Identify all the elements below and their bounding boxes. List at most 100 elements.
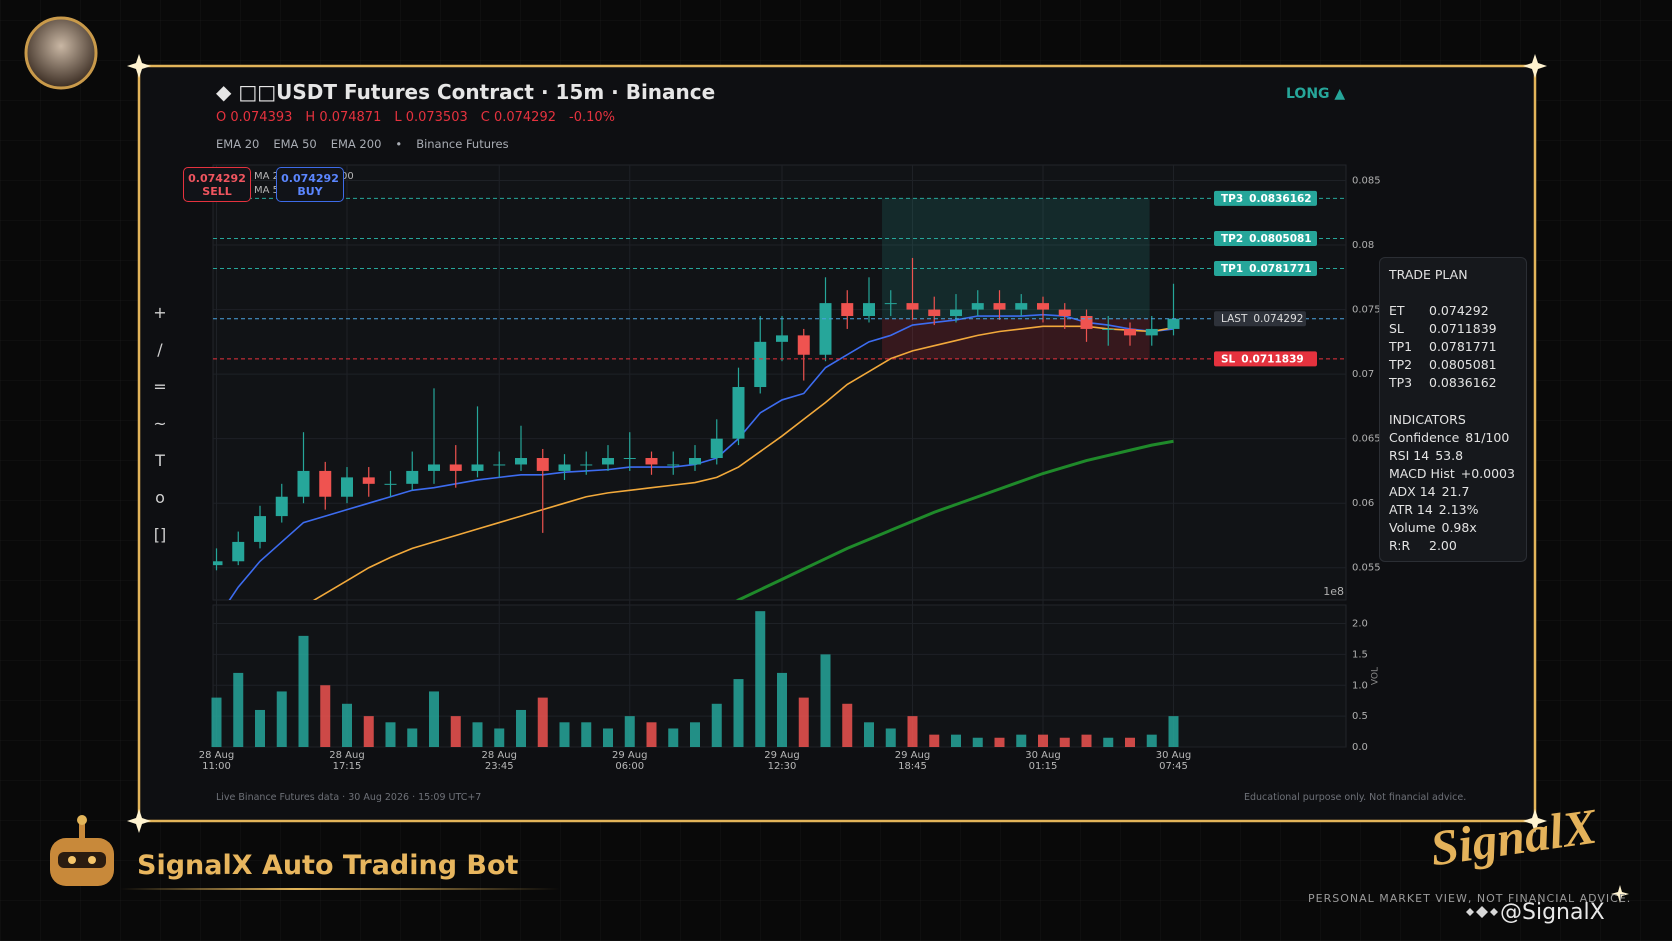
robot-icon	[50, 815, 114, 886]
volume-bar	[1168, 716, 1179, 747]
level-name: TP1	[1221, 263, 1243, 275]
tool[interactable]: T	[155, 451, 165, 470]
diamond-icon: ◆	[216, 80, 239, 104]
tool[interactable]: ~	[153, 414, 167, 433]
tool[interactable]: /	[157, 340, 163, 359]
sell-badge[interactable]: 0.074292 SELL	[183, 167, 251, 202]
plan-value: 21.7	[1441, 483, 1470, 499]
plan-row: Volume 0.98x	[1389, 519, 1526, 537]
volume-bar	[624, 716, 635, 747]
plan-value: 0.98x	[1441, 520, 1477, 536]
level-name: SL	[1221, 353, 1236, 365]
candle-body	[754, 341, 767, 388]
level-name: TP2	[1221, 233, 1243, 245]
volume-bar	[929, 734, 940, 747]
volume-bar	[363, 716, 374, 747]
candle-body	[232, 541, 245, 562]
candle-body	[1037, 303, 1049, 310]
candle-body	[536, 458, 549, 471]
plan-key: RSI 14	[1389, 447, 1430, 463]
buy-badge[interactable]: 0.074292 BUY	[276, 167, 344, 202]
level-badge	[1214, 351, 1317, 367]
glow-line	[120, 888, 560, 890]
plan-value: 53.8	[1435, 447, 1464, 463]
badge-price: 0.074292	[188, 172, 246, 185]
footer-right: Educational purpose only. Not financial …	[1244, 792, 1467, 803]
plan-row: TP3 0.0836162	[1389, 374, 1526, 392]
volume-bar	[1081, 734, 1092, 747]
plan-row: Confidence 81/100	[1389, 429, 1526, 447]
badge-price: 0.074292	[281, 172, 339, 185]
plan-value: +0.0003	[1460, 465, 1515, 481]
level-badge	[1214, 261, 1317, 277]
plan-row: TP1 0.0781771	[1389, 338, 1526, 356]
tool[interactable]: +	[153, 303, 167, 322]
y-tick-label: 1.5	[1352, 649, 1368, 660]
level-value: 0.0836162	[1249, 193, 1311, 205]
sparkles	[127, 54, 1629, 903]
plan-value: 0.074292	[1429, 303, 1489, 319]
x-tick-label: 29 Aug 18:45	[894, 750, 931, 772]
y-tick-label: 1.0	[1352, 680, 1368, 691]
y-axis-label: VOL	[1371, 667, 1381, 685]
candle-body	[950, 309, 962, 317]
trade-plan: TRADE PLAN ET 0.074292 SL 0.0711839 TP1 0.0781…	[1379, 257, 1527, 562]
volume-bar	[820, 654, 831, 747]
plan-key: MACD Hist	[1389, 465, 1455, 481]
level-label: SL 0.0711839	[1221, 353, 1304, 365]
plan-key: R:R	[1389, 538, 1411, 554]
price-panel	[212, 164, 1347, 601]
x-tick-label: 30 Aug 01:15	[1025, 750, 1061, 772]
plan-row: ET 0.074292	[1389, 302, 1526, 320]
y-tick-label: 0.0	[1352, 742, 1368, 753]
volume-bar	[298, 635, 309, 747]
bullet: •	[395, 137, 403, 151]
level-label: TP2 0.0805081	[1221, 233, 1312, 245]
candle-body	[993, 303, 1006, 310]
ohlc: O 0.074393 H 0.074871 L 0.073503 C 0.074292…	[216, 110, 628, 125]
volume-bar	[494, 728, 505, 747]
tool[interactable]: =	[153, 377, 167, 396]
candle-body	[710, 438, 723, 459]
volume-bar	[559, 722, 570, 747]
level-badge	[1214, 311, 1306, 327]
level-label: LAST 0.074292	[1221, 313, 1303, 325]
x-tick-label: 29 Aug 06:00	[612, 750, 648, 772]
spacer	[1389, 284, 1526, 302]
candle-body	[623, 458, 636, 460]
tool[interactable]: []	[153, 525, 167, 544]
candle-body	[471, 464, 484, 471]
volume-bar	[798, 697, 809, 747]
y-tick-label: 0.055	[1352, 563, 1381, 574]
plan-value: 2.13%	[1438, 502, 1479, 518]
bot-name: SignalX Auto Trading Bot	[137, 850, 519, 881]
candle-body	[1102, 328, 1115, 330]
candle-body	[384, 483, 397, 485]
candle-body	[928, 309, 941, 317]
x-tick-label: 28 Aug 17:15	[329, 750, 365, 772]
volume-bar	[777, 672, 787, 747]
footer-left: Live Binance Futures data · 30 Aug 2026 …	[216, 792, 482, 803]
candle-body	[275, 496, 288, 517]
volume-bar	[972, 737, 983, 747]
tool[interactable]: o	[155, 488, 165, 507]
candle-body	[515, 458, 527, 465]
overlay-legend: MA 50	[254, 185, 286, 196]
volume-bar	[1059, 737, 1070, 747]
volume-bar	[211, 697, 222, 747]
ema-line	[312, 325, 1174, 600]
y-tick-label: 0.07	[1352, 369, 1374, 380]
candle-body	[319, 470, 332, 497]
level-value: 0.0711839	[1241, 353, 1303, 365]
plan-key: TP2	[1389, 357, 1413, 373]
volume-bar	[1038, 734, 1048, 747]
level-badge	[1214, 190, 1317, 206]
volume-bar	[646, 722, 657, 747]
candle-body	[1124, 328, 1136, 336]
candle-body	[493, 464, 506, 466]
x-tick-label: 29 Aug 12:30	[764, 750, 800, 772]
plan-value: 0.0805081	[1429, 357, 1497, 373]
plan-value: 0.0711839	[1429, 321, 1497, 337]
avatar[interactable]	[24, 16, 98, 90]
